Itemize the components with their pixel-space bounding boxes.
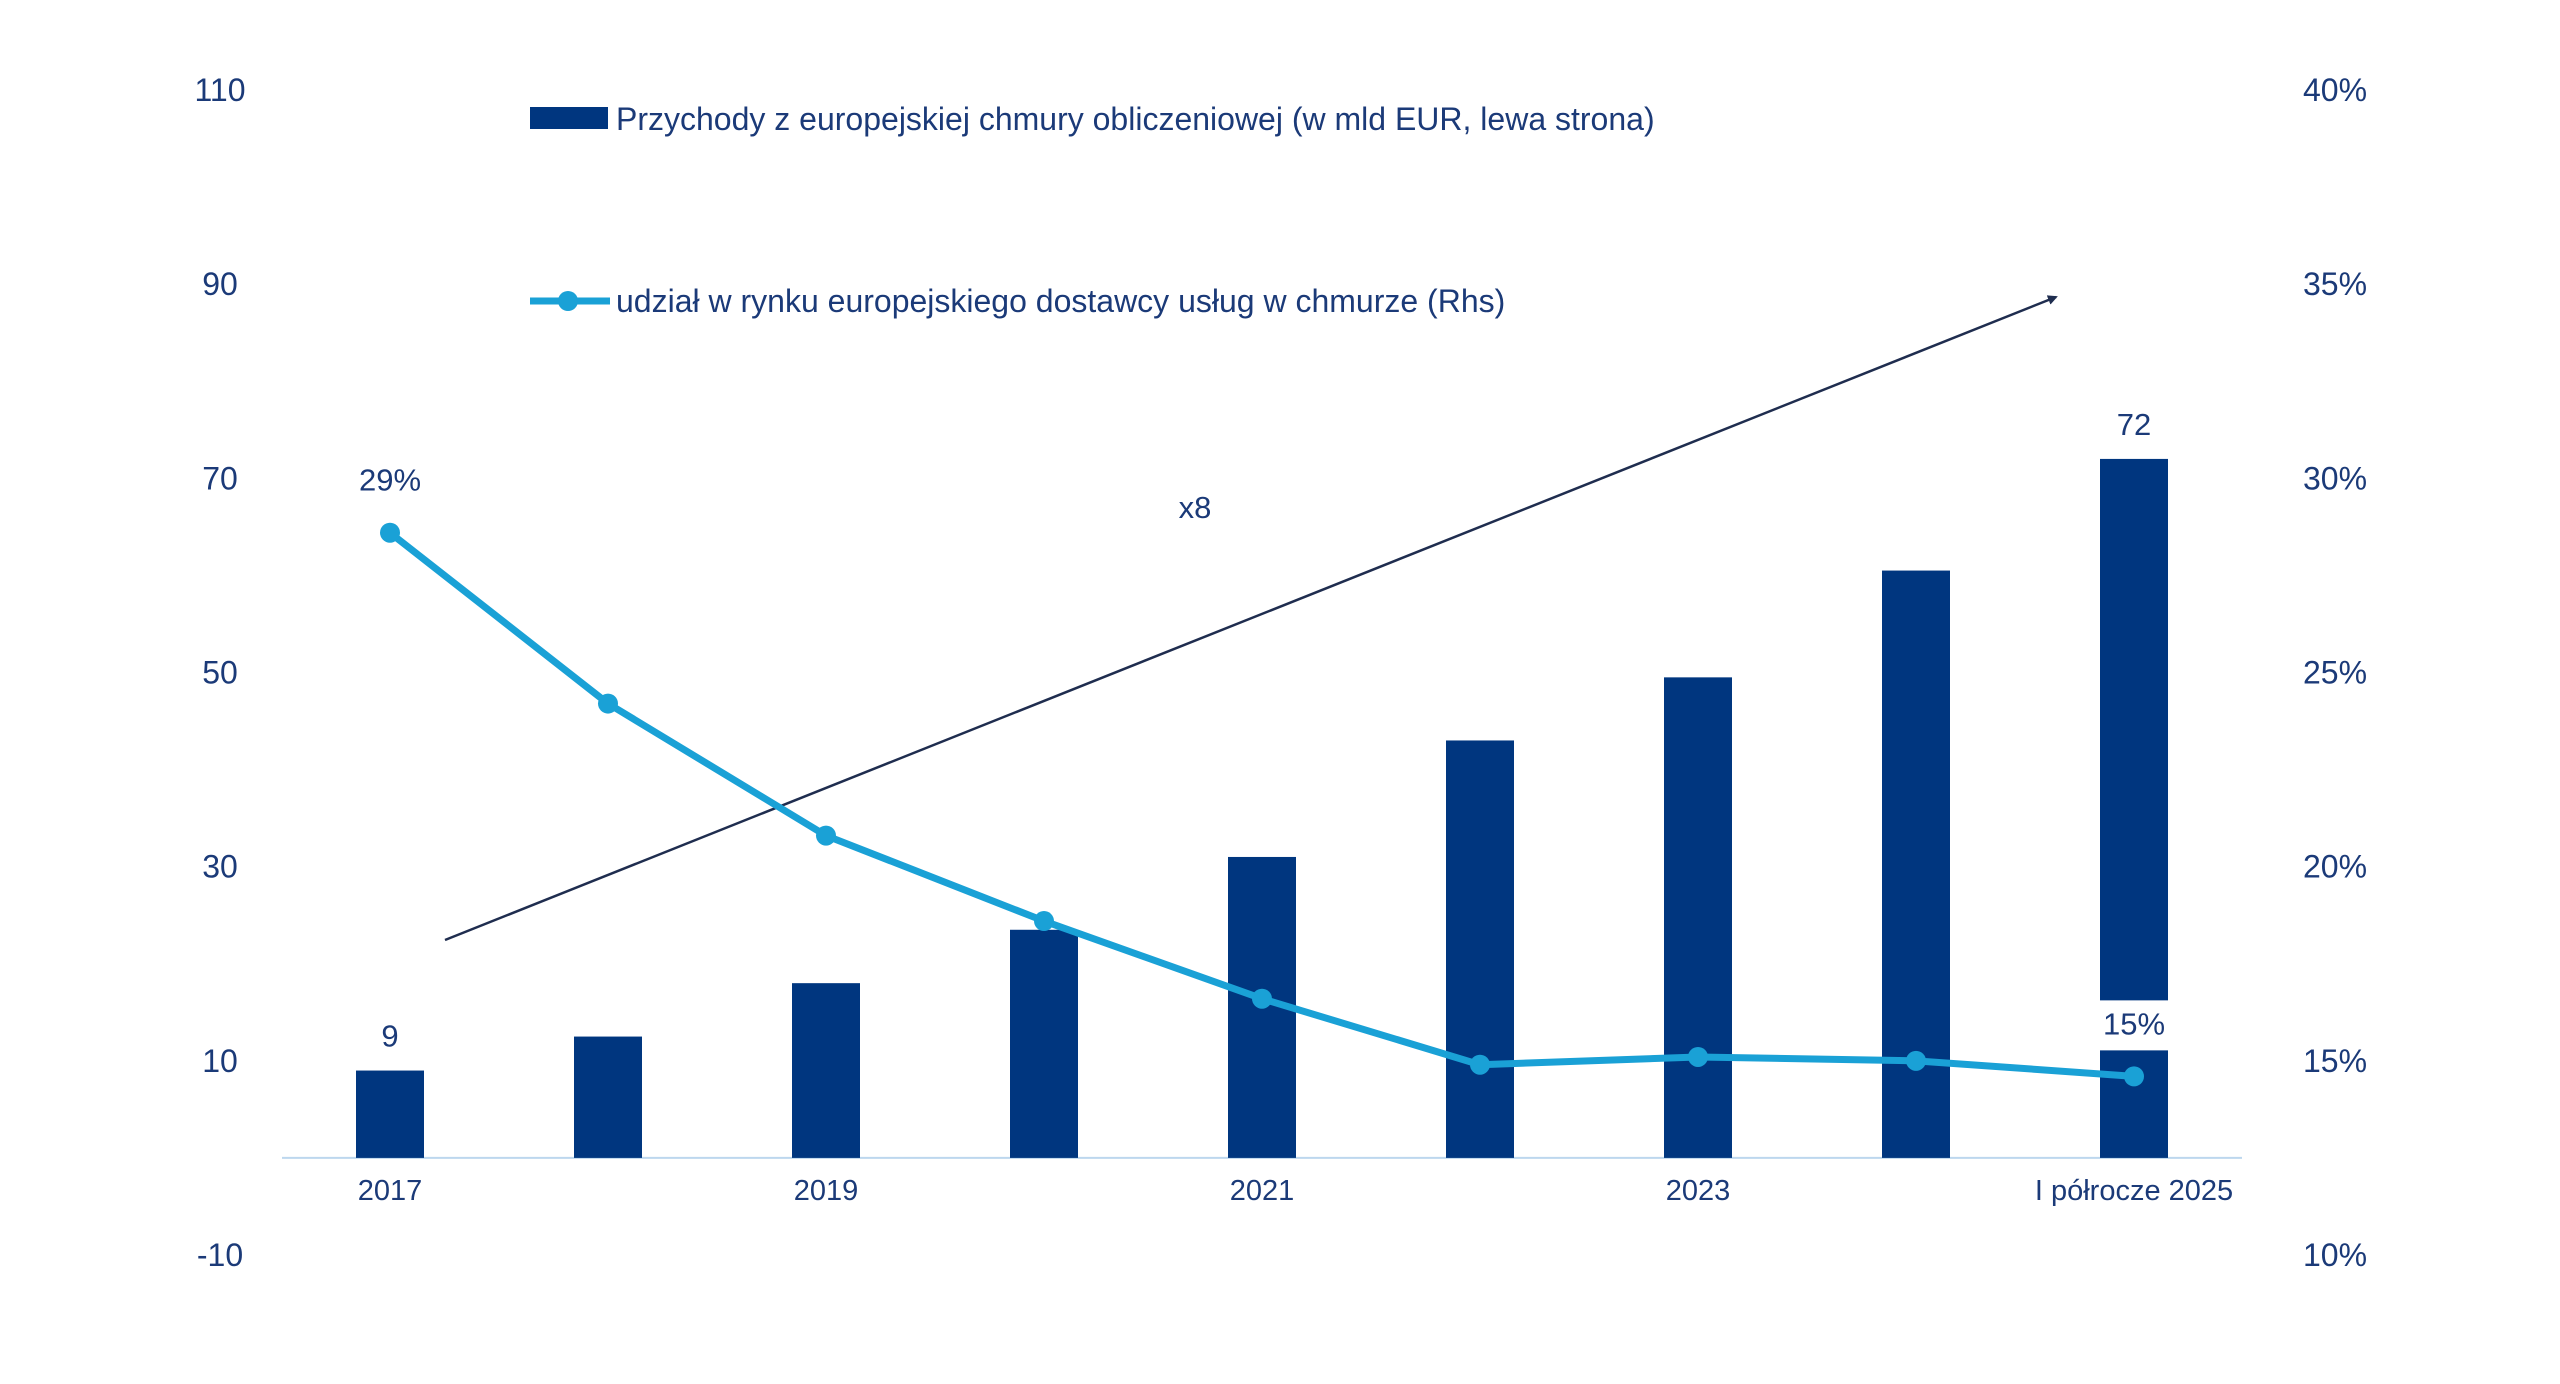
right-axis-tick-label: 10% — [2303, 1237, 2367, 1273]
right-axis-tick-label: 35% — [2303, 266, 2367, 302]
bar — [2100, 458, 2168, 1158]
right-axis-tick-label: 20% — [2303, 849, 2367, 885]
left-axis-tick-label: 110 — [194, 72, 245, 108]
bar — [574, 1036, 642, 1158]
line-point — [380, 522, 400, 543]
growth-annotation: x8 — [1179, 490, 1212, 525]
data-label: 72 — [2117, 407, 2151, 442]
bar — [1446, 740, 1514, 1158]
line-point — [1034, 911, 1054, 932]
data-label: 15% — [2103, 1006, 2165, 1041]
x-axis-tick-label: 2019 — [794, 1175, 859, 1207]
x-axis: 2017 2019 2021 2023 I półrocze 2025 — [358, 1175, 2233, 1207]
right-axis-tick-label: 25% — [2303, 655, 2367, 691]
legend-swatch-marker — [558, 291, 578, 311]
x-axis-tick-label: I półrocze 2025 — [2035, 1175, 2233, 1207]
legend-label-bar: Przychody z europejskiej chmury obliczen… — [616, 101, 1655, 137]
data-label: 29% — [359, 463, 421, 498]
left-axis-tick-label: 10 — [202, 1043, 238, 1079]
right-axis: 10% 15% 20% 25% 30% 35% 40% — [2303, 72, 2367, 1273]
right-axis-tick-label: 30% — [2303, 460, 2367, 496]
line-point — [1470, 1054, 1490, 1075]
bar — [792, 983, 860, 1158]
line-point — [2124, 1066, 2144, 1087]
x-axis-tick-label: 2023 — [1666, 1175, 1731, 1207]
growth-arrow — [444, 295, 2058, 942]
legend-swatch-bar — [530, 107, 608, 129]
line-series — [380, 522, 2144, 1087]
bar-series — [356, 458, 2168, 1158]
line-point — [1688, 1046, 1708, 1067]
right-axis-tick-label: 15% — [2303, 1043, 2367, 1079]
right-axis-tick-label: 40% — [2303, 72, 2367, 108]
data-label: 9 — [381, 1019, 398, 1054]
data-labels: 9 72 29% 15% — [359, 407, 2172, 1054]
left-axis-tick-label: 30 — [202, 849, 238, 885]
legend: Przychody z europejskiej chmury obliczen… — [530, 101, 1655, 319]
left-axis-tick-label: 90 — [202, 266, 238, 302]
line-point — [816, 825, 836, 846]
left-axis-tick-label: -10 — [197, 1237, 243, 1273]
bar — [1664, 677, 1732, 1158]
growth-arrow-line — [444, 295, 2058, 942]
left-axis: -10 10 30 50 70 90 110 — [194, 72, 245, 1273]
line-point — [1252, 988, 1272, 1009]
x-axis-tick-label: 2021 — [1230, 1175, 1295, 1207]
x-axis-tick-label: 2017 — [358, 1175, 423, 1207]
data-label-background — [2096, 1000, 2172, 1051]
bar — [356, 1070, 424, 1158]
line-point — [598, 693, 618, 714]
bar — [1010, 929, 1078, 1158]
legend-label-line: udział w rynku europejskiego dostawcy us… — [616, 283, 1505, 319]
left-axis-tick-label: 50 — [202, 655, 238, 691]
left-axis-tick-label: 70 — [202, 460, 238, 496]
line-point — [1906, 1050, 1926, 1071]
